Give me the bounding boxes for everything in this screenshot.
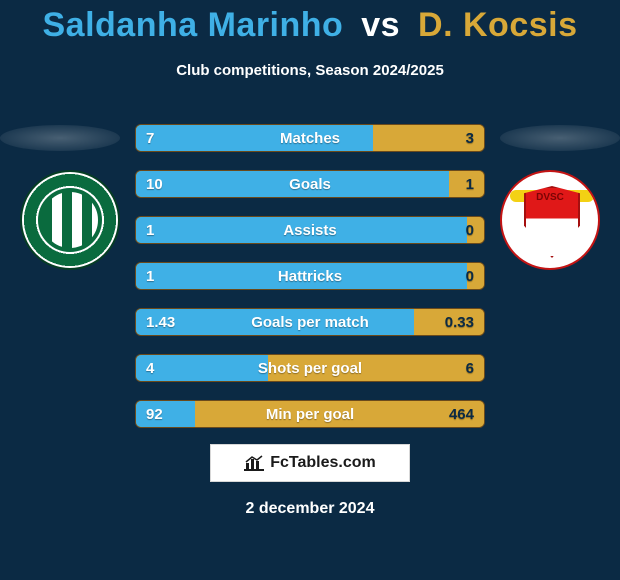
team-right-crest: DVSC bbox=[500, 170, 600, 270]
shadow-ellipse-right bbox=[500, 125, 620, 151]
stat-label: Min per goal bbox=[136, 401, 484, 427]
stat-value-right: 464 bbox=[449, 401, 474, 427]
player1-name: Saldanha Marinho bbox=[42, 6, 343, 44]
stat-value-left: 1 bbox=[146, 217, 154, 243]
dvsc-crest-icon: DVSC bbox=[500, 170, 600, 270]
stat-row: Assists1 0 bbox=[135, 216, 485, 244]
page-title: Saldanha Marinho vs D. Kocsis bbox=[0, 6, 620, 45]
stat-row: Shots per goal4 6 bbox=[135, 354, 485, 382]
stat-label: Goals per match bbox=[136, 309, 484, 335]
stat-value-left: 92 bbox=[146, 401, 163, 427]
title-vs: vs bbox=[361, 6, 400, 44]
stat-value-right: 0 bbox=[466, 217, 474, 243]
stat-row: Matches7 3 bbox=[135, 124, 485, 152]
stat-bars: Matches73Goals101Assists10Hattricks10Goa… bbox=[135, 124, 485, 446]
stat-row: Hattricks1 0 bbox=[135, 262, 485, 290]
stat-value-right: 1 bbox=[466, 171, 474, 197]
stat-label: Matches bbox=[136, 125, 484, 151]
stat-value-right: 3 bbox=[466, 125, 474, 151]
stat-value-left: 7 bbox=[146, 125, 154, 151]
stat-value-left: 4 bbox=[146, 355, 154, 381]
stat-value-left: 1 bbox=[146, 263, 154, 289]
player2-name: D. Kocsis bbox=[418, 6, 577, 44]
chart-icon bbox=[244, 455, 264, 471]
stat-value-right: 6 bbox=[466, 355, 474, 381]
stat-row: Min per goal92 464 bbox=[135, 400, 485, 428]
stat-label: Goals bbox=[136, 171, 484, 197]
comparison-infographic: Saldanha Marinho vs D. Kocsis Club compe… bbox=[0, 0, 620, 580]
stat-row: Goals10 1 bbox=[135, 170, 485, 198]
shadow-ellipse-left bbox=[0, 125, 120, 151]
date-text: 2 december 2024 bbox=[0, 500, 620, 518]
stat-label: Shots per goal bbox=[136, 355, 484, 381]
stat-value-left: 10 bbox=[146, 171, 163, 197]
stat-label: Hattricks bbox=[136, 263, 484, 289]
team-left-crest bbox=[20, 170, 120, 270]
stat-value-right: 0 bbox=[466, 263, 474, 289]
ftc-crest-icon bbox=[20, 170, 120, 270]
brand-badge: FcTables.com bbox=[210, 444, 410, 482]
stat-value-right: 0.33 bbox=[445, 309, 474, 335]
stat-row: Goals per match1.43 0.33 bbox=[135, 308, 485, 336]
stat-value-left: 1.43 bbox=[146, 309, 175, 335]
stat-label: Assists bbox=[136, 217, 484, 243]
subtitle: Club competitions, Season 2024/2025 bbox=[0, 62, 620, 79]
brand-text: FcTables.com bbox=[270, 454, 376, 472]
